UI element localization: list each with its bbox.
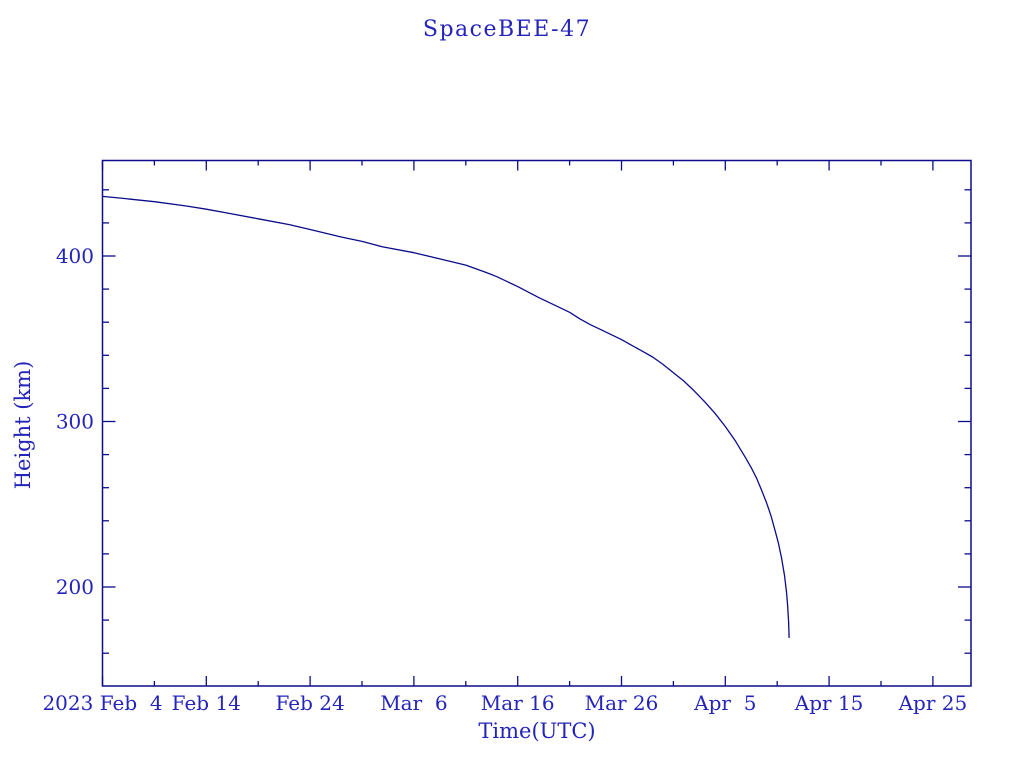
x-tick-label: Feb 14 [172, 691, 241, 715]
x-tick-label: Mar 16 [481, 691, 555, 715]
chart-title: SpaceBEE-47 [423, 17, 591, 42]
y-tick-label: 200 [56, 575, 94, 599]
y-axis-tick-labels: 400 300 200 [56, 244, 94, 599]
x-axis-tick-labels: 2023 Feb 4 Feb 14 Feb 24 Mar 6 Mar 16 Mar 26 A… [42, 691, 967, 715]
x-tick-label: Mar 6 [380, 691, 447, 715]
x-tick-label: Feb 24 [275, 691, 344, 715]
x-axis-label: Time(UTC) [478, 719, 595, 743]
plot-frame [101, 159, 972, 687]
x-tick-label: 2023 Feb 4 [42, 691, 162, 715]
y-axis-label: Height (km) [11, 361, 35, 490]
y-tick-label: 400 [56, 244, 94, 268]
x-tick-label: Mar 26 [585, 691, 659, 715]
x-axis-ticks [101, 160, 934, 686]
x-tick-label: Apr 5 [693, 691, 756, 715]
x-tick-label: Apr 25 [898, 691, 968, 715]
y-tick-label: 300 [56, 410, 94, 434]
y-axis-ticks [102, 189, 971, 654]
x-tick-label: Apr 15 [794, 691, 864, 715]
decay-curve [101, 195, 790, 639]
